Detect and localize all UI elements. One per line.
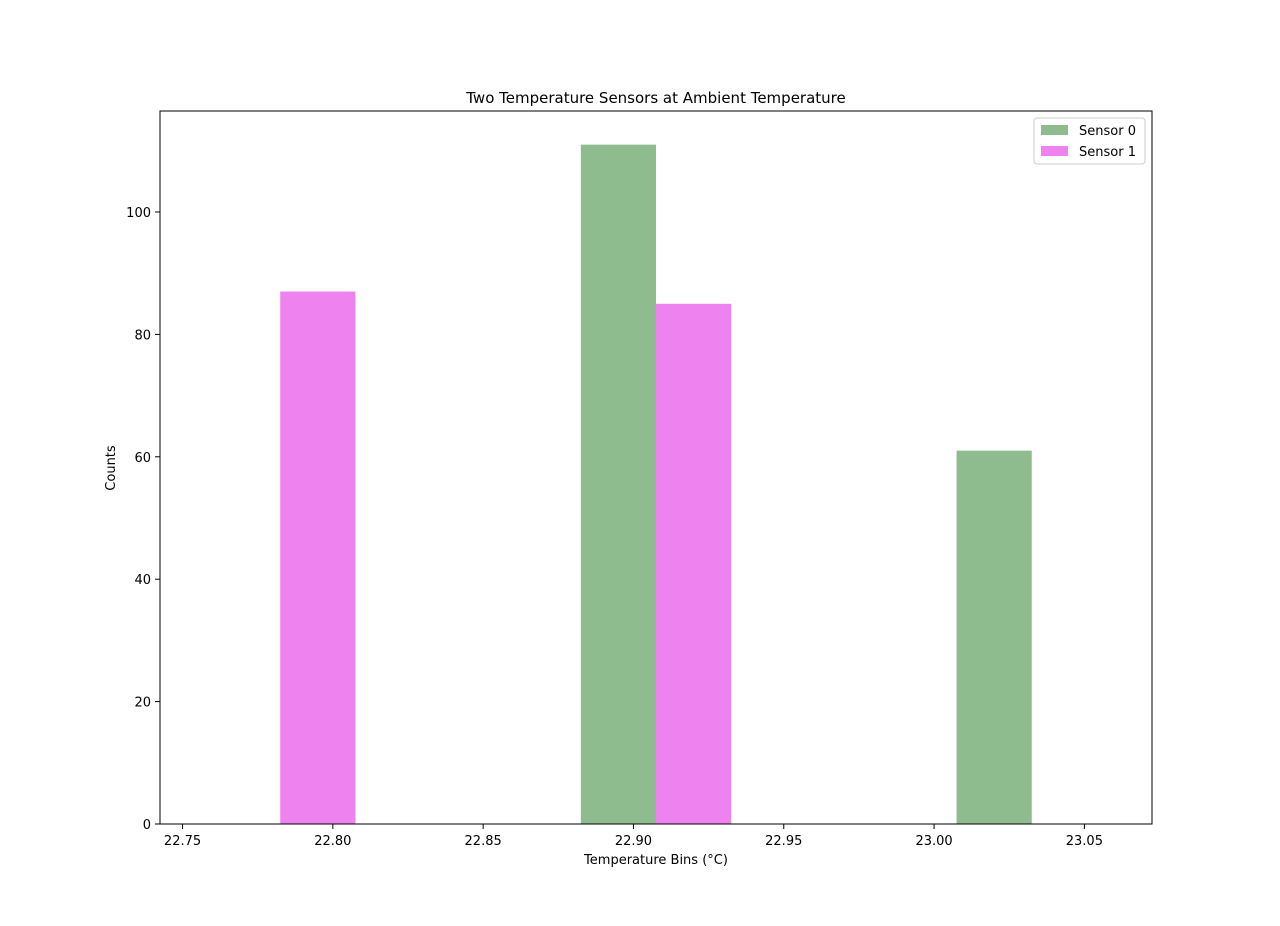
x-tick-label: 22.90 bbox=[615, 834, 652, 849]
x-tick-label: 22.95 bbox=[765, 834, 802, 849]
y-tick-label: 0 bbox=[143, 818, 151, 833]
x-tick-label: 22.85 bbox=[465, 834, 502, 849]
y-axis-label: Counts bbox=[104, 445, 119, 491]
bars-layer bbox=[280, 144, 1032, 825]
legend-label-sensor-1: Sensor 1 bbox=[1079, 145, 1136, 160]
y-tick-label: 20 bbox=[134, 696, 151, 711]
x-tick-label: 22.80 bbox=[314, 834, 351, 849]
bar-sensor-0-1 bbox=[956, 450, 1032, 824]
bar-sensor-1-1 bbox=[656, 303, 732, 824]
y-tick-label: 60 bbox=[134, 451, 151, 466]
x-tick-label: 23.05 bbox=[1066, 834, 1103, 849]
y-axis-ticks: 0 20 40 60 80 100 bbox=[126, 206, 160, 833]
legend-label-sensor-0: Sensor 0 bbox=[1079, 124, 1136, 139]
legend: Sensor 0 Sensor 1 bbox=[1033, 117, 1146, 165]
bar-sensor-1-0 bbox=[280, 291, 356, 825]
x-axis-ticks: 22.75 22.80 22.85 22.90 22.95 23.00 23.05 bbox=[164, 824, 1103, 849]
legend-swatch-sensor-0 bbox=[1041, 125, 1068, 135]
y-tick-label: 40 bbox=[134, 573, 151, 588]
legend-swatch-sensor-1 bbox=[1041, 146, 1068, 156]
plot-frame bbox=[159, 110, 1153, 825]
bar-sensor-0-0 bbox=[580, 144, 656, 824]
x-axis-label: Temperature Bins (°C) bbox=[583, 853, 728, 868]
x-tick-label: 22.75 bbox=[164, 834, 201, 849]
y-tick-label: 100 bbox=[126, 206, 151, 221]
x-tick-label: 23.00 bbox=[915, 834, 952, 849]
chart-title: Two Temperature Sensors at Ambient Tempe… bbox=[465, 89, 845, 107]
y-tick-label: 80 bbox=[134, 328, 151, 343]
